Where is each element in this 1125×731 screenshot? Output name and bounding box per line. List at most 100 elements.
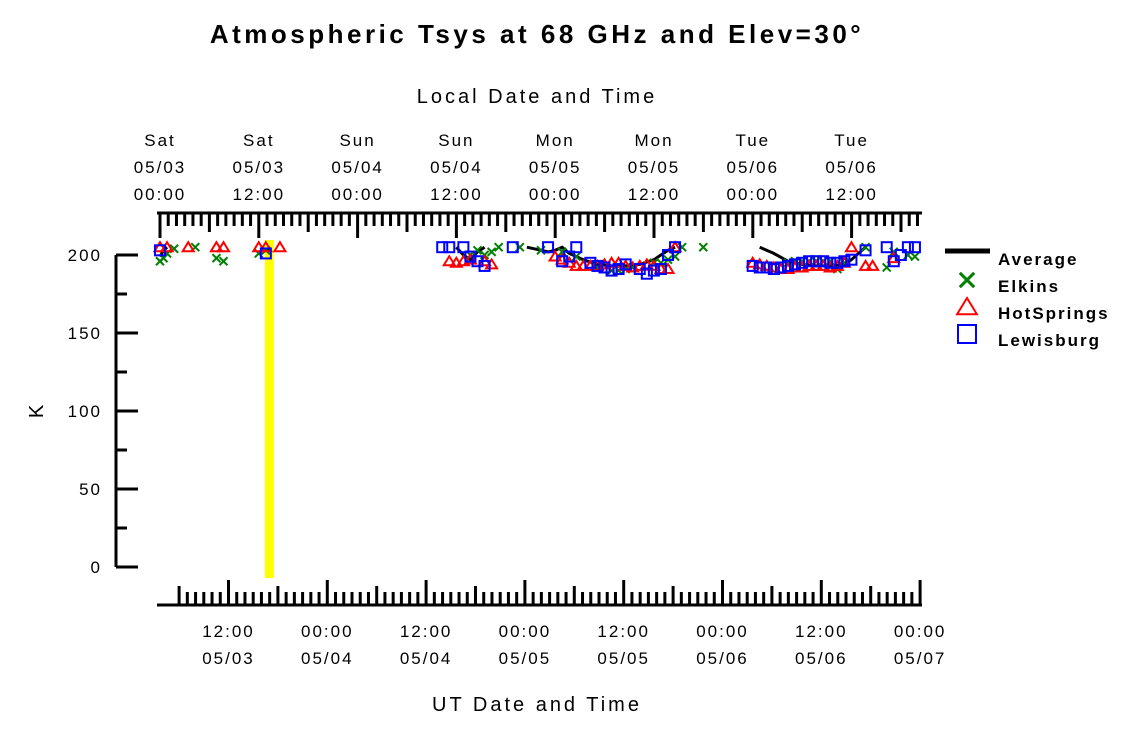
point-lewisburg xyxy=(605,264,618,277)
top-tick-time: 12:00 xyxy=(233,185,286,204)
top-tick-date: 05/04 xyxy=(331,158,384,177)
legend-label-hotsprings: HotSprings xyxy=(998,304,1110,323)
point-lewisburg xyxy=(584,256,597,269)
top-tick-time: 00:00 xyxy=(331,185,384,204)
point-lewisburg xyxy=(901,241,914,254)
y-tick-label: 200 xyxy=(68,246,102,265)
top-axis-label: Local Date and Time xyxy=(417,86,657,108)
point-hotsprings xyxy=(159,240,175,253)
point-hotsprings xyxy=(272,240,288,253)
top-tick-date: 05/05 xyxy=(628,158,681,177)
point-lewisburg xyxy=(908,241,921,254)
legend-item-hotsprings: HotSprings xyxy=(955,296,1110,323)
point-hotsprings xyxy=(216,240,231,253)
point-lewisburg xyxy=(542,241,555,254)
point-lewisburg xyxy=(506,241,519,254)
point-hotsprings xyxy=(209,240,224,253)
point-elkins xyxy=(211,253,222,263)
top-tick-day: Sat xyxy=(144,131,176,150)
point-lewisburg xyxy=(796,256,809,269)
legend-marker-hotsprings xyxy=(955,296,979,316)
point-hotsprings xyxy=(258,240,274,253)
point-lewisburg xyxy=(845,253,858,266)
top-tick-date: 05/06 xyxy=(825,158,878,177)
point-lewisburg xyxy=(570,241,583,254)
chart-title: Atmospheric Tsys at 68 GHz and Elev=30° xyxy=(210,19,864,49)
point-hotsprings xyxy=(844,240,859,253)
point-hotsprings xyxy=(858,259,873,271)
y-tick-label: 150 xyxy=(68,324,102,343)
point-lewisburg xyxy=(789,258,801,271)
bottom-tick-time: 12:00 xyxy=(795,622,848,641)
top-tick-day: Sat xyxy=(243,131,275,150)
point-lewisburg xyxy=(591,259,604,272)
point-lewisburg xyxy=(654,263,667,276)
point-hotsprings xyxy=(441,254,457,267)
point-lewisburg xyxy=(767,263,780,276)
point-lewisburg xyxy=(774,261,787,274)
top-tick-date: 05/03 xyxy=(134,158,187,177)
point-lewisburg xyxy=(887,255,900,268)
top-tick-time: 12:00 xyxy=(628,185,681,204)
legend-marker-lewisburg xyxy=(957,324,977,344)
point-elkins xyxy=(486,247,497,257)
point-lewisburg xyxy=(647,264,660,277)
point-lewisburg xyxy=(640,267,653,280)
top-tick-date: 05/05 xyxy=(529,158,582,177)
point-lewisburg xyxy=(436,241,449,254)
bottom-tick-time: 00:00 xyxy=(696,622,749,641)
y-tick-label: 50 xyxy=(79,480,102,499)
point-elkins xyxy=(218,256,229,266)
point-lewisburg xyxy=(880,241,893,254)
bottom-tick-date: 05/06 xyxy=(795,649,848,668)
top-tick-date: 05/03 xyxy=(233,158,286,177)
bottom-tick-date: 05/05 xyxy=(597,649,650,668)
point-lewisburg xyxy=(598,261,611,274)
highlight-bar xyxy=(264,240,274,578)
legend: Average Elkins HotSprings Lewisburg xyxy=(945,248,1110,350)
top-tick-time: 12:00 xyxy=(825,185,878,204)
legend-label-average: Average xyxy=(998,250,1078,269)
top-tick-day: Mon xyxy=(536,131,575,150)
point-lewisburg xyxy=(803,255,816,268)
point-lewisburg xyxy=(478,259,491,272)
legend-label-elkins: Elkins xyxy=(998,277,1060,296)
point-lewisburg xyxy=(838,255,851,268)
point-lewisburg xyxy=(563,250,576,263)
top-tick-date: 05/06 xyxy=(727,158,780,177)
top-tick-day: Sun xyxy=(339,131,375,150)
point-lewisburg xyxy=(457,241,470,254)
x-axis-label: UT Date and Time xyxy=(432,694,642,716)
point-lewisburg xyxy=(443,241,456,254)
legend-item-average: Average xyxy=(945,248,1078,269)
point-lewisburg xyxy=(810,255,823,268)
point-elkins xyxy=(910,251,920,262)
y-tick-label: 100 xyxy=(68,402,102,421)
point-lewisburg xyxy=(259,247,272,260)
top-tick-time: 00:00 xyxy=(529,185,582,204)
bottom-tick-date: 05/07 xyxy=(894,649,947,668)
point-lewisburg xyxy=(746,259,759,272)
point-lewisburg xyxy=(894,249,907,261)
series-lewisburg xyxy=(154,241,921,280)
point-lewisburg xyxy=(824,256,837,269)
point-hotsprings xyxy=(152,240,168,253)
point-lewisburg xyxy=(662,249,674,261)
point-hotsprings xyxy=(180,240,196,253)
point-lewisburg xyxy=(781,259,794,272)
axes: 0 50 100 150 200 Sat 05/03 00:00 Sat 05/03 12:00 Su… xyxy=(68,131,947,668)
legend-label-lewisburg: Lewisburg xyxy=(998,331,1101,350)
plot-area xyxy=(152,240,921,578)
point-lewisburg xyxy=(831,256,844,269)
top-tick-day: Tue xyxy=(834,131,869,150)
point-lewisburg xyxy=(753,261,766,274)
legend-item-elkins: Elkins xyxy=(958,271,1060,296)
point-elkins xyxy=(493,242,504,252)
bottom-tick-date: 05/03 xyxy=(202,649,255,668)
point-hotsprings xyxy=(251,240,267,253)
top-tick-time: 00:00 xyxy=(727,185,780,204)
top-tick-time: 00:00 xyxy=(134,185,187,204)
point-elkins xyxy=(698,242,708,252)
point-hotsprings xyxy=(865,259,880,271)
